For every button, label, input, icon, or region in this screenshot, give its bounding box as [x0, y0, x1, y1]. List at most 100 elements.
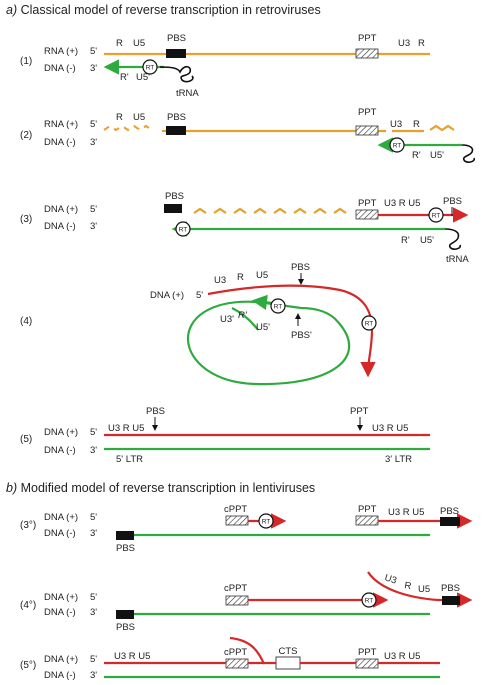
- strand-dna-minus: DNA (-): [44, 445, 76, 456]
- pbs-box: [442, 596, 460, 605]
- cPPT-label: cPPT: [224, 583, 247, 594]
- rt-enzyme: RT: [142, 59, 158, 75]
- PPT-label: PPT: [358, 107, 377, 118]
- pbs-box: [116, 610, 134, 619]
- PBS-label: PBS: [116, 622, 135, 633]
- U5-prime-label: U5': [420, 235, 434, 246]
- U3-prime-label: U3': [220, 314, 234, 325]
- PPT-label: PPT: [358, 504, 377, 515]
- PBS-label: PBS: [146, 406, 165, 417]
- PPT-label: PPT: [350, 406, 369, 417]
- pbs-box: [164, 204, 182, 213]
- trna-icon: [461, 144, 476, 163]
- tRNA-label: tRNA: [446, 254, 469, 265]
- five-prime-label: 5': [90, 204, 97, 215]
- rt-enzyme: RT: [270, 298, 286, 314]
- step-5-lenti: (5°) DNA (+) 5' DNA (-) 3' U3 R U5 cPPT …: [20, 636, 440, 681]
- R-label: R: [237, 272, 244, 283]
- plus-dna-flap: [367, 571, 473, 608]
- step-5-lenti-label: (5°): [20, 660, 36, 671]
- strand-dna-minus: DNA (-): [44, 670, 76, 681]
- rt-enzyme: RT: [361, 315, 377, 331]
- plus-dna-flap: [229, 636, 266, 665]
- step-4: (4) DNA (+) 5' U3 R U5 PBS RT RT U3' R' …: [20, 262, 377, 386]
- U5-prime-label: U5': [430, 150, 444, 161]
- u3-r-u5-label: U3 R U5: [114, 651, 150, 662]
- three-prime-label: 3': [90, 445, 97, 456]
- strand-dna-minus: DNA (-): [44, 63, 76, 74]
- strand-dna-plus: DNA (+): [44, 204, 78, 215]
- step-3: (3) DNA (+) 5' DNA (-) 3' PBS PPT U3 R U…: [20, 191, 469, 265]
- PBS-label: PBS: [441, 583, 460, 594]
- step-3-label: (3): [20, 214, 32, 225]
- ppt-box: [355, 125, 379, 136]
- ppt-box: [355, 209, 379, 220]
- rt-enzyme: RT: [361, 592, 377, 608]
- U5-label: U5: [133, 112, 145, 123]
- R-prime-label: R': [401, 235, 410, 246]
- PBS-label: PBS: [291, 262, 310, 273]
- three-prime-label: 3': [90, 607, 97, 618]
- R-prime-label: R': [238, 310, 248, 321]
- R-label: R: [418, 38, 425, 49]
- R-label: R: [116, 112, 123, 123]
- five-prime-label: 5': [90, 119, 97, 130]
- u3-r-u5-label: U3 R U5: [384, 651, 420, 662]
- svg-text:RT: RT: [432, 213, 441, 220]
- svg-text:RT: RT: [365, 598, 374, 605]
- U3-label: U3: [398, 38, 410, 49]
- PBS-label: PBS: [440, 506, 459, 517]
- U3-label: U3: [214, 275, 226, 286]
- CTS-label: CTS: [279, 646, 298, 657]
- pbs-box: [440, 517, 460, 526]
- header-b: b) Modified model of reverse transcripti…: [6, 481, 315, 495]
- cppt-box: [225, 658, 249, 669]
- ppt-box: [355, 515, 379, 526]
- five-prime-label: 5': [90, 427, 97, 438]
- u3-r-u5-label: U3 R U5: [384, 198, 420, 209]
- svg-text:RT: RT: [274, 304, 283, 311]
- pbs-box: [166, 126, 186, 135]
- PPT-label: PPT: [358, 33, 377, 44]
- svg-text:RT: RT: [262, 519, 271, 526]
- u3-r-u5-label: U3 R U5: [372, 423, 408, 434]
- strand-dna-minus: DNA (-): [44, 221, 76, 232]
- step-2-label: (2): [20, 130, 32, 141]
- step-5-label: (5): [20, 434, 32, 445]
- five-prime-label: 5': [90, 654, 97, 665]
- step-1-label: (1): [20, 56, 32, 67]
- rt-enzyme: RT: [389, 137, 405, 153]
- strand-dna-plus: DNA (+): [44, 512, 78, 523]
- three-prime-label: 3': [90, 670, 97, 681]
- rt-enzyme: RT: [258, 513, 274, 529]
- minus-dna-circle: [186, 300, 351, 386]
- three-prime-label: 3': [90, 221, 97, 232]
- minus-dna-arrow: [251, 294, 273, 311]
- step-2: (2) RNA (+) 5' DNA (-) 3' R U5 PBS PPT U…: [20, 107, 476, 163]
- header-a: a) Classical model of reverse transcript…: [6, 3, 321, 17]
- five-prime-label: 5': [90, 512, 97, 523]
- strand-dna-minus: DNA (-): [44, 607, 76, 618]
- PPT-label: PPT: [358, 198, 377, 209]
- strand-dna-minus: DNA (-): [44, 528, 76, 539]
- step-1: (1) RNA (+) 5' DNA (-) 3' R U5 PBS PPT U…: [20, 33, 430, 99]
- ltr-5-label: 5' LTR: [116, 454, 143, 465]
- strand-rna-plus: RNA (+): [44, 46, 78, 57]
- R-label: R: [413, 119, 420, 130]
- tRNA-label: tRNA: [176, 88, 199, 99]
- R-prime-label: R': [120, 72, 129, 83]
- rt-enzyme: RT: [428, 207, 444, 223]
- step-4-lenti-label: (4°): [20, 600, 36, 611]
- PBS-label: PBS: [116, 543, 135, 554]
- svg-text:RT: RT: [393, 143, 402, 150]
- five-prime-label: 5': [90, 46, 97, 57]
- PBS-label: PBS: [443, 196, 462, 207]
- u3-r-u5-label: U3 R U5: [388, 507, 424, 518]
- cPPT-label: cPPT: [224, 647, 247, 658]
- three-prime-label: 3': [90, 63, 97, 74]
- strand-rna-plus: RNA (+): [44, 119, 78, 130]
- five-prime-label: 5': [90, 592, 97, 603]
- R-label: R: [403, 580, 412, 592]
- U5-prime-label: U5': [256, 322, 270, 333]
- pbs-box: [166, 49, 186, 58]
